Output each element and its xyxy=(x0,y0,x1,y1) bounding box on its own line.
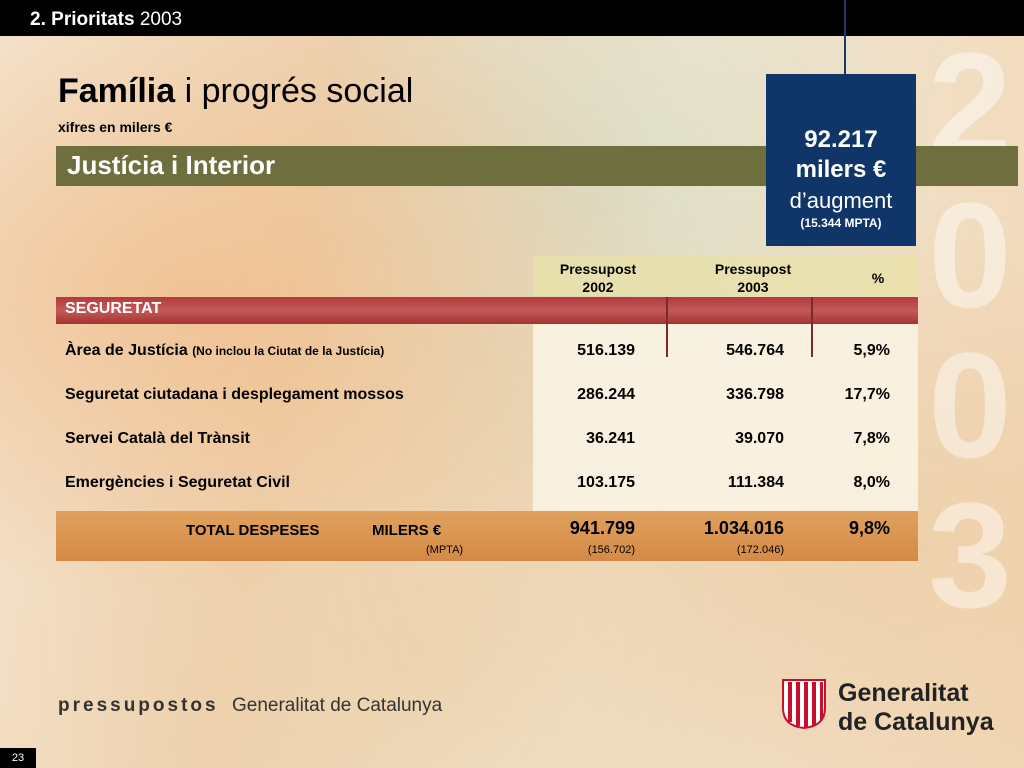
footer-brand: pressupostos xyxy=(58,695,219,716)
cell-pct: 7,8% xyxy=(853,430,890,447)
page-number: 23 xyxy=(0,748,36,768)
highlight-note: (15.344 MPTA) xyxy=(800,216,882,230)
row-label: Emergències i Seguretat Civil xyxy=(65,474,290,491)
cell-2003: 546.764 xyxy=(726,342,784,359)
page-title: Família i progrés social xyxy=(58,72,413,111)
total-2003: 1.034.016 xyxy=(703,518,784,538)
cell-2002: 36.241 xyxy=(586,430,635,447)
total-unit: MILERS € xyxy=(372,522,442,539)
year-digit: 0 xyxy=(928,321,1012,489)
table-header-bg xyxy=(533,256,918,296)
group-label: SEGURETAT xyxy=(65,300,162,317)
total-2003-mpta: (172.046) xyxy=(736,544,784,556)
total-2002: 941.799 xyxy=(569,518,635,538)
highlight-unit: milers € xyxy=(795,156,887,183)
title-bar: 2. Prioritats 2003 xyxy=(0,0,1024,36)
year-digit: 3 xyxy=(928,471,1012,639)
row-label: Seguretat ciutadana i desplegament mosso… xyxy=(65,386,404,403)
column-header-2002: Pressupost 2002 xyxy=(559,261,637,295)
column-divider xyxy=(666,297,668,357)
highlight-box: 92.217 milers € d’augment (15.344 MPTA) xyxy=(766,74,916,246)
group-band xyxy=(56,297,918,324)
total-2002-mpta: (156.702) xyxy=(587,544,635,556)
cell-2002: 516.139 xyxy=(577,342,635,359)
decorative-line xyxy=(844,0,846,74)
row-note: (No inclou la Ciutat de la Justícia) xyxy=(192,344,385,358)
cell-pct: 17,7% xyxy=(844,386,890,403)
total-label: TOTAL DESPESES xyxy=(186,522,320,539)
title-rest: i progrés social xyxy=(184,72,414,110)
column-header-2003: Pressupost 2003 xyxy=(714,261,792,295)
row-label: Àrea de Justícia (No inclou la Ciutat de… xyxy=(65,342,385,359)
year-digit: 0 xyxy=(928,171,1012,339)
cell-2003: 39.070 xyxy=(735,430,784,447)
cell-2003: 111.384 xyxy=(727,474,784,491)
section-name: Prioritats xyxy=(51,9,135,30)
footer-org: Generalitat de Catalunya xyxy=(232,695,443,716)
column-header-pct: % xyxy=(871,270,885,286)
logo-text: Generalitat de Catalunya xyxy=(838,679,994,736)
page-subtitle: xifres en milers € xyxy=(58,119,173,135)
total-sub-unit: (MPTA) xyxy=(426,544,464,556)
cell-pct: 5,9% xyxy=(853,342,890,359)
numeric-columns-bg xyxy=(533,324,918,511)
cell-pct: 8,0% xyxy=(853,474,890,491)
slide-section-header: 2. Prioritats 2003 xyxy=(30,9,182,31)
background-year: 2 0 0 3 xyxy=(915,30,1024,630)
column-divider xyxy=(811,297,813,357)
section-title: Justícia i Interior xyxy=(67,150,276,180)
title-bold: Família xyxy=(58,72,176,110)
section-year: 2003 xyxy=(139,9,183,30)
cell-2002: 286.244 xyxy=(577,386,635,403)
total-band xyxy=(56,511,918,561)
highlight-amount: 92.217 xyxy=(804,126,878,153)
cell-2002: 103.175 xyxy=(577,474,635,491)
highlight-text: d’augment xyxy=(789,188,893,213)
total-pct: 9,8% xyxy=(848,518,890,538)
cell-2003: 336.798 xyxy=(726,386,784,403)
senyera-logo-icon xyxy=(782,679,826,730)
section-number: 2. xyxy=(30,9,46,30)
row-label: Servei Català del Trànsit xyxy=(65,430,250,447)
